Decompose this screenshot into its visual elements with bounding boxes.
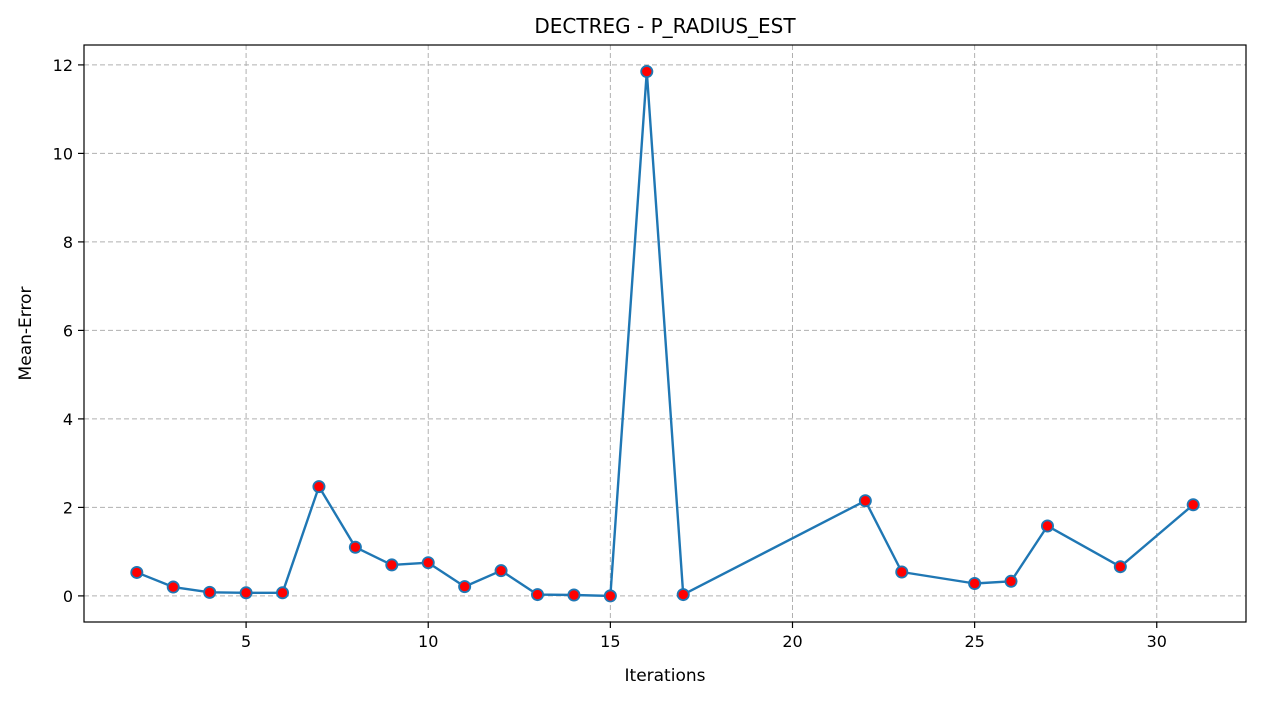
y-tick-label: 0 [63, 587, 73, 606]
data-point [603, 589, 617, 603]
y-tick-label: 12 [53, 56, 73, 75]
x-tick-label: 5 [241, 632, 251, 651]
data-point [1040, 519, 1054, 533]
data-point [203, 585, 217, 599]
x-tick-label: 10 [418, 632, 438, 651]
data-point [458, 580, 472, 594]
data-point [567, 588, 581, 602]
data-point [895, 565, 909, 579]
data-point [348, 540, 362, 554]
data-point [676, 588, 690, 602]
y-tick-label: 8 [63, 233, 73, 252]
x-tick-label: 25 [964, 632, 984, 651]
x-axis-label: Iterations [625, 666, 706, 686]
data-point [1113, 560, 1127, 574]
y-tick-label: 4 [63, 410, 73, 429]
data-point [421, 556, 435, 570]
data-point [858, 494, 872, 508]
x-tick-label: 30 [1147, 632, 1167, 651]
x-tick-label: 15 [600, 632, 620, 651]
plot-frame [83, 44, 1247, 623]
y-tick-label: 10 [53, 144, 73, 163]
data-point [130, 565, 144, 579]
axis-ticks: 5 10 15 20 25 30 0 2 4 6 8 10 12 [53, 56, 1167, 651]
x-tick-label: 20 [782, 632, 802, 651]
y-tick-label: 6 [63, 321, 73, 340]
data-point [640, 65, 654, 79]
data-point [494, 564, 508, 578]
chart-title: DECTREG - P_RADIUS_EST [534, 14, 796, 38]
series-line [136, 70, 1194, 598]
data-point [1186, 498, 1200, 512]
y-tick-label: 2 [63, 498, 73, 517]
gridlines [84, 45, 1246, 622]
y-axis-label: Mean-Error [16, 287, 36, 381]
data-point [239, 586, 253, 600]
data-point [166, 580, 180, 594]
data-point [968, 577, 982, 591]
data-point [276, 586, 290, 600]
data-point [385, 558, 399, 572]
data-point [312, 480, 326, 494]
data-point [531, 588, 545, 602]
series-layer [130, 65, 1200, 603]
data-point [1004, 574, 1018, 588]
